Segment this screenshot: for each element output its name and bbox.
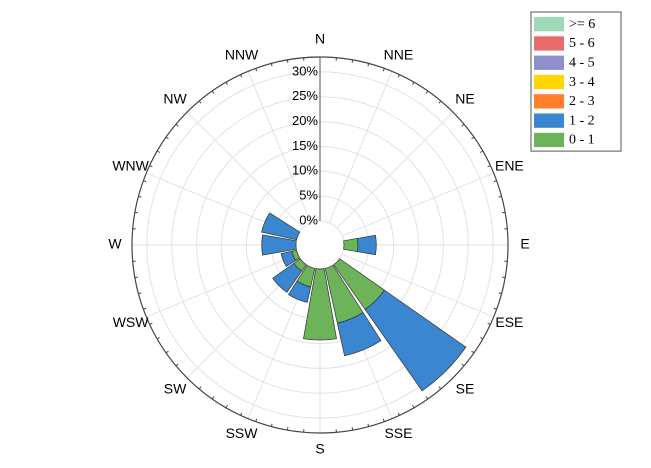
ring-tick — [502, 277, 505, 278]
ring-tick — [199, 101, 201, 103]
ring-tick — [135, 212, 138, 213]
ring-tick — [226, 82, 228, 85]
ring-tick — [226, 405, 228, 408]
ring-tick — [462, 124, 464, 126]
ring-tick — [480, 151, 483, 153]
ring-tick — [143, 181, 146, 182]
ring-tick — [256, 419, 257, 422]
legend-swatch — [534, 114, 564, 128]
direction-label: ENE — [495, 157, 524, 173]
sector — [357, 235, 376, 255]
direction-label: N — [315, 31, 325, 47]
ring-tick — [494, 181, 497, 182]
legend-label: 0 - 1 — [569, 133, 595, 148]
ring-tick — [157, 151, 160, 153]
legend-label: >= 6 — [569, 17, 595, 32]
bars — [262, 213, 466, 391]
ring-tick — [241, 413, 242, 416]
ring-tick — [426, 397, 428, 399]
ring-tick — [413, 82, 415, 85]
r-tick-label: 25% — [292, 88, 318, 103]
ring-tick — [352, 60, 353, 63]
direction-label: SE — [456, 381, 475, 397]
ring-tick — [398, 413, 399, 416]
ring-tick — [287, 427, 288, 430]
ring-tick — [212, 91, 214, 93]
ring-tick — [413, 405, 415, 408]
legend-label: 4 - 5 — [569, 55, 595, 70]
direction-label: NE — [455, 91, 474, 107]
legend-label: 5 - 6 — [569, 36, 595, 51]
r-tick-label: 0% — [299, 212, 318, 227]
ring-tick — [176, 364, 178, 366]
ring-tick — [502, 212, 505, 213]
direction-label: WNW — [112, 157, 149, 173]
ring-tick — [241, 75, 242, 78]
ring-tick — [383, 68, 384, 71]
ring-tick — [488, 166, 491, 167]
ring-tick — [439, 387, 441, 389]
direction-label: W — [108, 236, 122, 252]
legend-label: 1 - 2 — [569, 113, 595, 128]
ring-tick — [480, 338, 483, 340]
direction-label: NNW — [225, 46, 259, 62]
legend-label: 3 - 4 — [569, 75, 595, 90]
ring-tick — [256, 68, 257, 71]
direction-label: NW — [163, 91, 187, 107]
r-tick-label: 5% — [299, 188, 318, 203]
direction-label: WSW — [113, 314, 150, 330]
ring-tick — [287, 60, 288, 63]
legend-swatch — [534, 133, 564, 147]
ring-tick — [157, 338, 160, 340]
direction-label: E — [520, 236, 529, 252]
ring-tick — [383, 419, 384, 422]
direction-label: SSW — [226, 425, 259, 441]
direction-label: SW — [164, 381, 187, 397]
ring-tick — [352, 427, 353, 430]
ring-tick — [439, 101, 441, 103]
ring-tick — [212, 397, 214, 399]
ring-tick — [398, 75, 399, 78]
legend: >= 6 5 - 6 4 - 5 3 - 4 2 - 3 1 - 2 0 - 1 — [531, 12, 621, 151]
direction-label: NNE — [384, 46, 414, 62]
legend-swatch — [534, 94, 564, 108]
ring-tick — [472, 351, 474, 353]
r-tick-label: 10% — [292, 163, 318, 178]
legend-label: 2 - 3 — [569, 94, 595, 109]
ring-tick — [488, 323, 491, 324]
r-tick-label: 15% — [292, 138, 318, 153]
ring-tick — [176, 124, 178, 126]
r-tick-label: 20% — [292, 113, 318, 128]
ring-tick — [135, 277, 138, 278]
ring-tick — [166, 351, 168, 353]
ring-tick — [143, 308, 146, 309]
legend-swatch — [534, 56, 564, 70]
direction-label: SSE — [384, 425, 412, 441]
sector — [344, 238, 358, 251]
ring-tick — [150, 323, 153, 324]
legend-swatch — [534, 17, 564, 31]
ring-tick — [494, 308, 497, 309]
ring-tick — [199, 387, 201, 389]
ring-tick — [426, 91, 428, 93]
legend-swatch — [534, 36, 564, 50]
r-tick-label: 30% — [292, 63, 318, 78]
ring-tick — [462, 364, 464, 366]
ring-tick — [472, 137, 474, 139]
direction-label: ESE — [495, 314, 523, 330]
ring-tick — [166, 137, 168, 139]
legend-swatch — [534, 75, 564, 89]
direction-label: S — [315, 441, 324, 457]
ring-tick — [150, 166, 153, 167]
